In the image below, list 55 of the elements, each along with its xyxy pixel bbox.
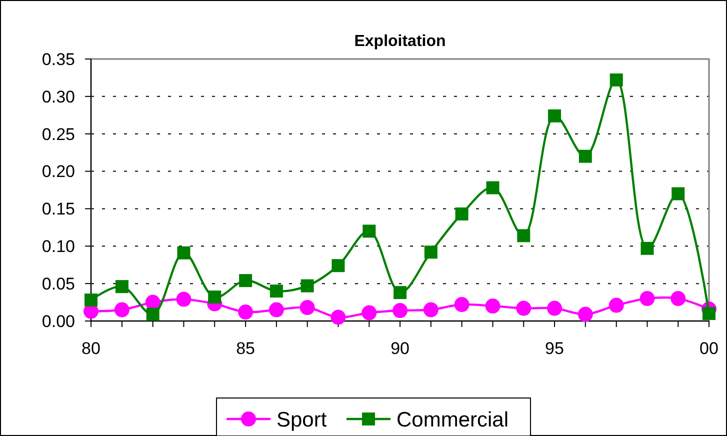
point [548, 109, 562, 122]
point [84, 294, 98, 307]
y-tick-label: 0.25 [42, 124, 75, 144]
point [362, 305, 377, 320]
point [238, 304, 254, 320]
point [672, 187, 685, 200]
point [300, 300, 315, 316]
chart-title: Exploitation [354, 33, 446, 50]
x-tick-label: 00 [700, 339, 718, 358]
point [177, 246, 190, 260]
point [670, 291, 686, 306]
point [362, 224, 376, 238]
point [115, 280, 128, 294]
legend-label: Commercial [396, 408, 509, 432]
y-tick-label: 0.05 [42, 274, 75, 294]
point [702, 307, 716, 320]
x-tick-label: 80 [82, 339, 100, 358]
point [608, 298, 624, 313]
point [610, 73, 623, 86]
point [392, 303, 408, 318]
x-tick-label: 95 [545, 339, 564, 358]
x-tick-label: 85 [236, 339, 256, 358]
point [145, 294, 160, 310]
point [578, 150, 592, 163]
y-tick-label: 0.15 [42, 200, 75, 219]
y-tick-label: 0.35 [42, 50, 75, 69]
point [424, 246, 438, 259]
point [332, 259, 345, 272]
x-tick-label: 90 [390, 339, 410, 358]
point [268, 302, 284, 318]
point [578, 306, 593, 322]
point [423, 302, 438, 318]
point [270, 284, 283, 298]
y-tick-label: 0.00 [42, 312, 75, 331]
point [300, 279, 314, 292]
y-tick-label: 0.20 [42, 162, 75, 182]
point [547, 300, 562, 316]
point [640, 242, 654, 255]
point [146, 308, 160, 321]
y-tick-label: 0.10 [42, 237, 75, 256]
point [454, 297, 470, 312]
point [516, 300, 532, 316]
point [640, 291, 655, 306]
point [394, 286, 407, 300]
point [486, 181, 500, 194]
point [517, 229, 530, 242]
point [208, 290, 222, 304]
y-tick-label: 0.30 [42, 87, 75, 106]
point [114, 302, 130, 318]
point [485, 298, 500, 314]
legend-label: Sport [276, 408, 327, 432]
point [330, 310, 346, 325]
point [455, 207, 468, 220]
point [239, 274, 252, 288]
point [176, 292, 192, 307]
